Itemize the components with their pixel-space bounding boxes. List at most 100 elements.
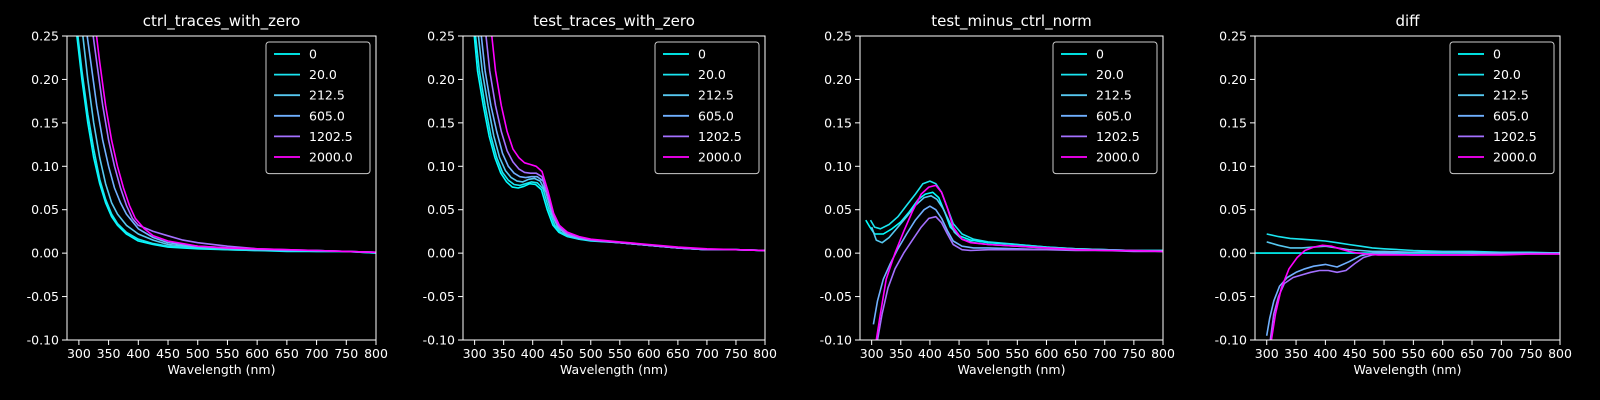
x-tick-label: 800: [364, 346, 388, 361]
series-line-2000.0: [491, 36, 765, 252]
series-line-2000.0: [1270, 244, 1560, 340]
x-tick-label: 350: [1284, 346, 1308, 361]
y-tick-label: 0.10: [824, 159, 852, 174]
chart-title: test_traces_with_zero: [533, 12, 695, 31]
axes-frame: [1254, 35, 1561, 341]
x-tick-label: 550: [216, 346, 240, 361]
legend-label: 20.0: [309, 67, 337, 82]
y-tick-label: -0.05: [820, 289, 852, 304]
y-tick-label: -0.05: [1215, 289, 1247, 304]
x-tick-label: 450: [1343, 346, 1367, 361]
x-tick-label: 600: [637, 346, 661, 361]
x-tick-label: 750: [334, 346, 358, 361]
series-line-1202.5: [876, 215, 1163, 340]
y-tick-label: 0.20: [427, 72, 455, 87]
legend-label: 0: [698, 47, 706, 62]
y-tick-label: -0.10: [1215, 333, 1247, 348]
y-tick-label: -0.10: [423, 333, 455, 348]
y-tick-label: 0.00: [31, 246, 59, 261]
x-tick-label: 650: [666, 346, 690, 361]
y-tick-label: 0.15: [427, 115, 455, 130]
y-tick-label: 0.05: [31, 202, 59, 217]
x-tick-label: 700: [305, 346, 329, 361]
x-axis-label: Wavelength (nm): [560, 362, 668, 377]
y-tick-label: 0.15: [824, 115, 852, 130]
y-tick-label: 0.25: [31, 29, 59, 44]
series-line-20.0: [1266, 233, 1560, 254]
y-tick-label: 0.20: [31, 72, 59, 87]
legend-label: 0: [1096, 47, 1104, 62]
series-line-2000.0: [95, 36, 376, 254]
x-tick-label: 400: [918, 346, 942, 361]
legend: 0 20.0 212.5 605.0 1202.5 2000.0: [654, 41, 760, 175]
y-tick-label: 0.25: [427, 29, 455, 44]
legend-label: 605.0: [1493, 108, 1529, 123]
x-axis-label: Wavelength (nm): [168, 362, 276, 377]
y-tick-label: 0.20: [1219, 72, 1247, 87]
x-tick-label: 500: [579, 346, 603, 361]
legend-label: 212.5: [1493, 88, 1529, 103]
x-tick-label: 650: [1460, 346, 1484, 361]
chart-title: test_minus_ctrl_norm: [931, 12, 1092, 31]
x-tick-label: 550: [1005, 346, 1029, 361]
legend-label: 212.5: [698, 88, 734, 103]
x-tick-label: 400: [126, 346, 150, 361]
x-tick-label: 300: [1255, 346, 1279, 361]
x-tick-label: 700: [1489, 346, 1513, 361]
series-line-2000.0: [875, 184, 1163, 340]
x-tick-label: 300: [67, 346, 91, 361]
x-tick-label: 650: [1064, 346, 1088, 361]
y-tick-label: 0.15: [1219, 115, 1247, 130]
x-tick-label: 600: [1035, 346, 1059, 361]
legend: 0 20.0 212.5 605.0 1202.5 2000.0: [265, 41, 371, 175]
y-tick-label: 0.20: [824, 72, 852, 87]
y-tick-label: 0.10: [31, 159, 59, 174]
x-tick-label: 350: [492, 346, 516, 361]
y-tick-label: 0.10: [427, 159, 455, 174]
legend: 0 20.0 212.5 605.0 1202.5 2000.0: [1052, 41, 1158, 175]
x-tick-label: 650: [275, 346, 299, 361]
y-tick-label: 0.00: [1219, 246, 1247, 261]
series-group: [1255, 233, 1560, 340]
series-group: [473, 36, 765, 252]
legend-label: 20.0: [1096, 67, 1124, 82]
chart-panel-3: test_minus_ctrl_norm 300 350 400 450 500 550 60…: [820, 12, 1175, 377]
legend-label: 1202.5: [1493, 129, 1537, 144]
series-line-0: [76, 36, 376, 254]
x-tick-label: 300: [860, 346, 884, 361]
x-tick-label: 300: [463, 346, 487, 361]
y-tick-label: 0.15: [31, 115, 59, 130]
series-group: [865, 180, 1163, 340]
axes-frame: [462, 35, 766, 341]
axes-frame: [66, 35, 377, 341]
x-tick-label: 550: [608, 346, 632, 361]
x-tick-label: 800: [1151, 346, 1175, 361]
x-tick-label: 550: [1401, 346, 1425, 361]
y-tick-label: 0.05: [427, 202, 455, 217]
legend-label: 2000.0: [309, 150, 353, 165]
series-line-605.0: [1265, 251, 1560, 336]
series-group: [76, 36, 376, 254]
x-tick-label: 500: [976, 346, 1000, 361]
chart-title: diff: [1395, 12, 1420, 30]
x-tick-label: 600: [1431, 346, 1455, 361]
y-tick-label: 0.10: [1219, 159, 1247, 174]
y-tick-label: -0.10: [820, 333, 852, 348]
legend-label: 2000.0: [1493, 150, 1537, 165]
legend-label: 0: [1493, 47, 1501, 62]
y-tick-label: 0.25: [824, 29, 852, 44]
x-tick-label: 350: [889, 346, 913, 361]
legend-label: 20.0: [698, 67, 726, 82]
legend-label: 1202.5: [1096, 129, 1140, 144]
legend-label: 2000.0: [1096, 150, 1140, 165]
axes-frame: [859, 35, 1164, 341]
x-tick-label: 500: [1372, 346, 1396, 361]
x-tick-label: 700: [1093, 346, 1117, 361]
legend-label: 212.5: [1096, 88, 1132, 103]
x-tick-label: 800: [1548, 346, 1572, 361]
y-tick-label: 0.00: [427, 246, 455, 261]
x-axis-label: Wavelength (nm): [958, 362, 1066, 377]
x-tick-label: 450: [156, 346, 180, 361]
x-tick-label: 400: [521, 346, 545, 361]
